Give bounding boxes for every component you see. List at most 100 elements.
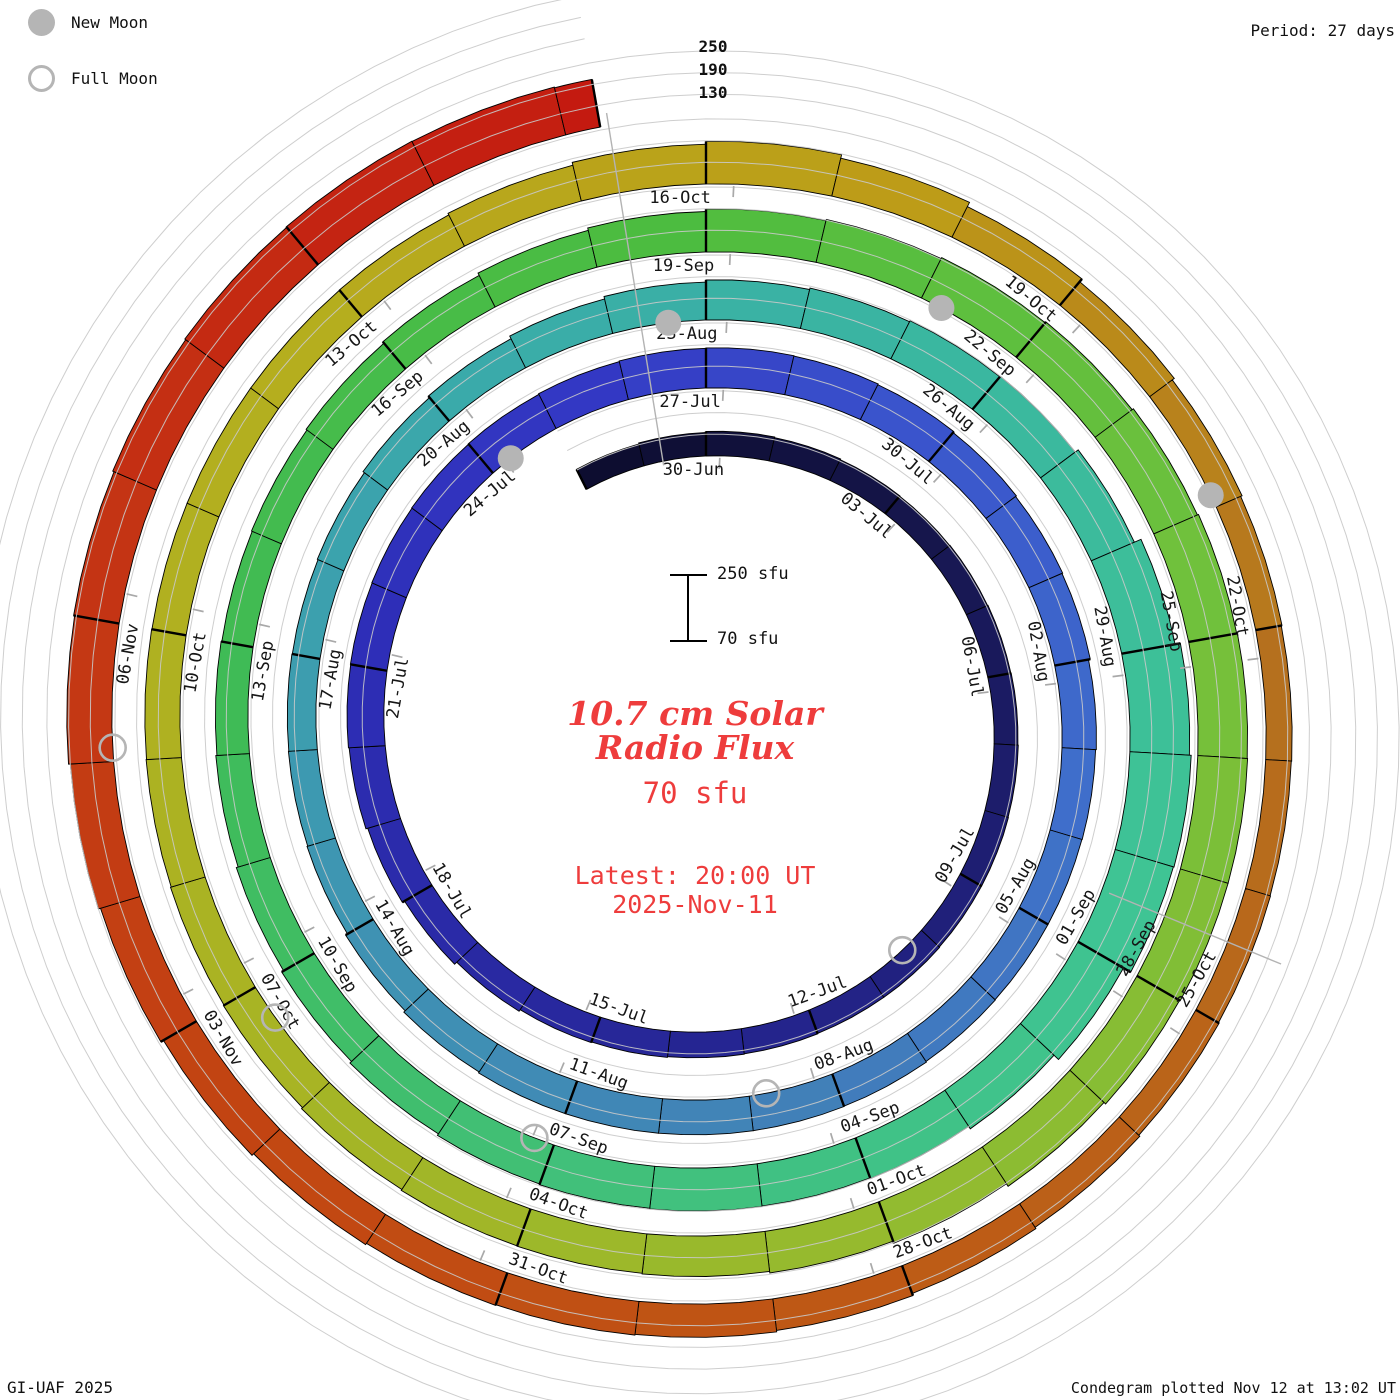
day-segment xyxy=(705,347,795,396)
date-tick xyxy=(325,638,337,643)
three-day-tick xyxy=(291,652,321,661)
day-segment xyxy=(784,355,879,421)
new-moon-marker xyxy=(1197,482,1224,509)
day-segment xyxy=(344,918,429,1012)
legend-item-new-moon: New Moon xyxy=(28,9,148,36)
day-segment xyxy=(1121,642,1191,756)
three-day-tick xyxy=(1015,321,1047,359)
three-day-tick xyxy=(807,1009,819,1035)
date-tick xyxy=(465,408,474,419)
date-tick xyxy=(505,1187,512,1199)
radial-scale-190: 190 xyxy=(698,60,728,79)
plotted-timestamp: Condegram plotted Nov 12 at 13:02 UT xyxy=(1070,1379,1396,1397)
three-day-tick xyxy=(1255,624,1283,632)
flux-band-segments xyxy=(66,78,1293,1338)
day-segment xyxy=(348,745,402,830)
day-segment xyxy=(951,205,1083,306)
day-segment xyxy=(740,1009,819,1055)
three-day-tick xyxy=(564,1080,579,1115)
three-day-tick xyxy=(467,442,494,474)
day-segment xyxy=(447,164,582,247)
three-day-tick xyxy=(959,872,983,888)
full-moon-marker xyxy=(98,733,127,763)
new-moon-label: New Moon xyxy=(71,13,149,32)
chart-title: 10.7 cm Solar Radio Flux xyxy=(445,697,945,765)
three-day-tick xyxy=(345,918,374,937)
day-segment xyxy=(287,749,336,847)
date-tick xyxy=(364,895,376,902)
day-segment xyxy=(411,86,567,186)
three-day-tick xyxy=(401,884,433,904)
radial-marker-lines xyxy=(605,112,1282,965)
radial-scale-250: 250 xyxy=(698,37,728,56)
three-day-tick xyxy=(987,671,1012,679)
day-segment xyxy=(831,157,971,238)
date-tick xyxy=(725,321,728,333)
latest-reading: Latest: 20:00 UT 2025-Nov-11 xyxy=(495,861,895,919)
day-segment xyxy=(291,558,345,660)
three-day-tick xyxy=(1059,278,1083,306)
day-segment xyxy=(73,471,158,625)
day-segment xyxy=(456,941,536,1012)
date-tick xyxy=(849,1197,855,1209)
day-segment xyxy=(815,218,942,299)
day-segment xyxy=(705,279,811,330)
day-segment xyxy=(477,229,598,308)
date-label: 16-Oct xyxy=(649,188,710,208)
day-segment xyxy=(69,761,141,910)
three-day-tick xyxy=(1018,906,1049,926)
full-moon-marker xyxy=(260,1003,290,1032)
day-segment xyxy=(538,1144,656,1209)
date-tick xyxy=(998,916,1009,924)
day-segment xyxy=(151,502,220,636)
new-moon-icon xyxy=(28,9,55,36)
date-tick xyxy=(728,253,732,266)
new-moon-marker xyxy=(655,309,682,336)
day-segment xyxy=(705,430,776,462)
new-moon-marker xyxy=(497,445,524,472)
date-label: 19-Sep xyxy=(653,256,714,276)
radial-scale-130: 130 xyxy=(698,83,728,102)
day-segment xyxy=(300,1081,424,1191)
day-segment xyxy=(1215,495,1283,631)
date-tick xyxy=(243,957,255,964)
three-day-tick xyxy=(73,614,120,625)
day-segment xyxy=(1149,379,1243,508)
three-day-tick xyxy=(575,468,588,490)
day-segment xyxy=(981,1069,1105,1187)
day-segment xyxy=(987,672,1019,746)
three-day-tick xyxy=(1054,658,1091,667)
day-segment xyxy=(705,140,843,197)
day-segment xyxy=(657,1095,754,1136)
day-segment xyxy=(477,1043,578,1115)
day-segment xyxy=(349,1035,461,1135)
day-segment xyxy=(1054,658,1097,751)
day-segment xyxy=(1077,848,1174,973)
day-segment xyxy=(215,753,271,868)
date-tick xyxy=(1071,324,1081,334)
legend-item-full-moon: Full Moon xyxy=(28,65,158,92)
three-day-tick xyxy=(427,395,451,422)
day-segment xyxy=(346,663,388,749)
gridline-190-sfu xyxy=(0,16,1378,1400)
gridline-130-sfu xyxy=(21,38,1357,1395)
day-segment xyxy=(144,628,187,761)
day-segment xyxy=(1059,281,1175,398)
radial-scale-labels: 250 190 130 xyxy=(663,35,763,104)
date-tick xyxy=(424,354,433,365)
day-segment xyxy=(928,431,1018,520)
flux-scale-bar xyxy=(670,574,707,642)
three-day-tick xyxy=(381,341,407,370)
chart-title-line1: 10.7 cm Solar xyxy=(567,694,823,733)
day-segment xyxy=(764,1201,894,1274)
moon-markers xyxy=(98,295,1224,1153)
three-day-tick xyxy=(1121,642,1181,655)
date-tick xyxy=(977,691,989,695)
date-tick xyxy=(558,1062,565,1074)
day-segment xyxy=(930,544,989,616)
date-tick xyxy=(979,423,989,434)
day-segment xyxy=(169,876,256,1006)
full-moon-icon xyxy=(28,65,55,92)
three-day-tick xyxy=(350,663,388,672)
